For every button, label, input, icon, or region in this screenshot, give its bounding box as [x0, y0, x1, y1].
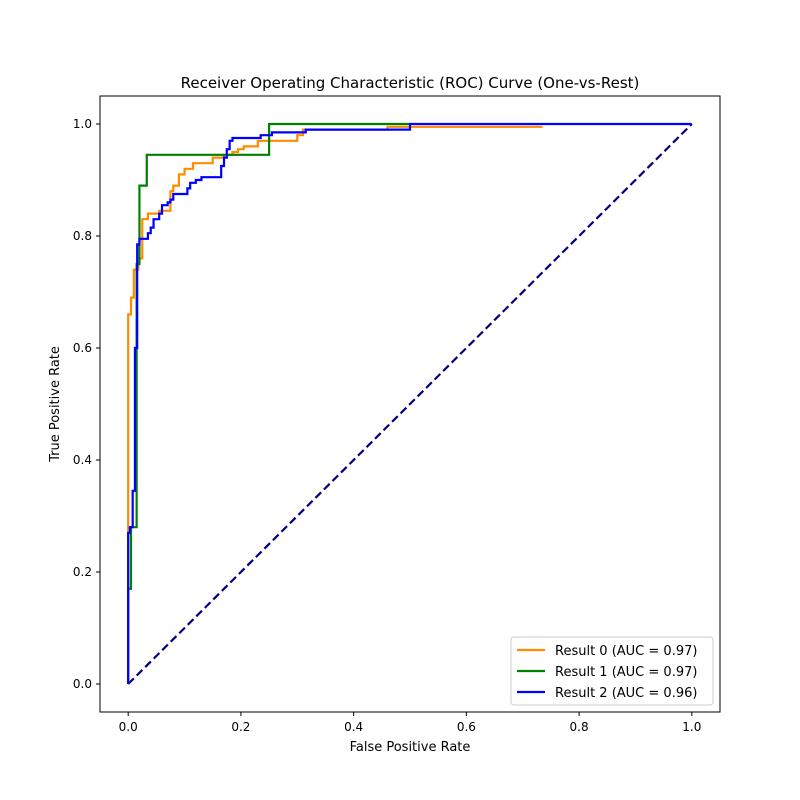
legend-label-result-2: Result 2 (AUC = 0.96)	[555, 686, 697, 701]
y-tick-label: 0.8	[73, 229, 92, 243]
chart-title: Receiver Operating Characteristic (ROC) …	[181, 74, 640, 92]
legend-box	[510, 636, 714, 706]
y-axis-label: True Positive Rate	[48, 346, 63, 463]
y-tick-label: 0.4	[73, 453, 92, 467]
y-tick-label: 0.0	[73, 677, 92, 691]
x-tick-label: 0.4	[344, 720, 363, 734]
y-tick-label: 1.0	[73, 117, 92, 131]
chance-line	[127, 123, 693, 685]
plot-area	[99, 95, 721, 713]
y-tick-label: 0.6	[73, 341, 92, 355]
x-tick-label: 0.6	[457, 720, 476, 734]
legend-label-result-1: Result 1 (AUC = 0.97)	[555, 665, 697, 680]
x-axis-ticks: 0.0 0.2 0.4 0.6 0.8 1.0	[119, 712, 701, 734]
legend: Result 0 (AUC = 0.97) Result 1 (AUC = 0.…	[510, 636, 714, 706]
x-tick-label: 0.0	[119, 720, 138, 734]
x-tick-label: 0.2	[231, 720, 250, 734]
legend-label-result-0: Result 0 (AUC = 0.97)	[555, 644, 697, 659]
roc-line-result-1	[127, 122, 410, 684]
axes-frame	[99, 95, 721, 713]
y-tick-label: 0.2	[73, 565, 92, 579]
series-layer	[127, 122, 693, 685]
x-tick-label: 0.8	[570, 720, 589, 734]
y-axis-ticks: 0.0 0.2 0.4 0.6 0.8 1.0	[73, 117, 100, 691]
x-axis-label: False Positive Rate	[350, 740, 471, 755]
roc-line-result-2	[127, 122, 692, 684]
x-tick-label: 1.0	[682, 720, 701, 734]
roc-line-result-0	[127, 125, 543, 684]
